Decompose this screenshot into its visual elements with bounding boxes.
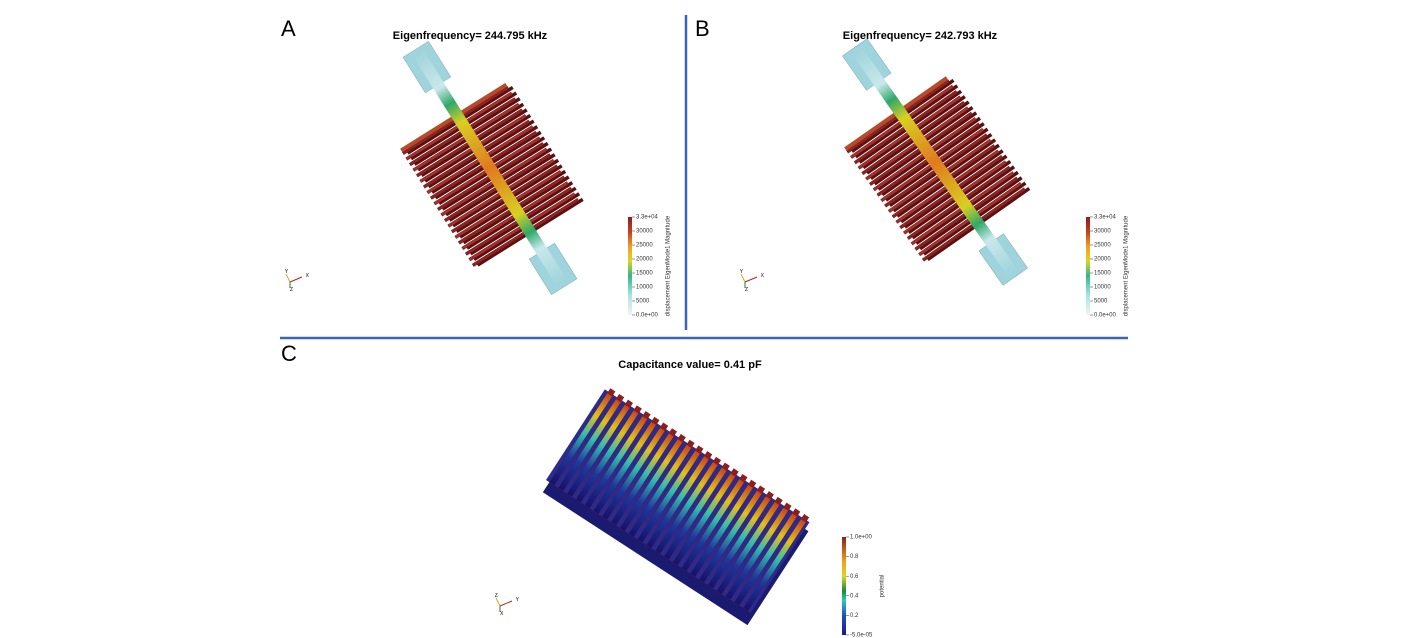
colorbar-title: displacement EigenMode1 Magnitude [666, 215, 672, 316]
colorbar-tick-label: 1.0e+00 [850, 535, 873, 541]
panel: A Eigenfrequency= 244.795 kHz 3.3e+04 30000… [281, 16, 672, 322]
colorbar-tick-label: 0.8 [850, 554, 859, 560]
axis-arrow [290, 277, 302, 282]
colorbar-tick-label: 20000 [636, 257, 653, 263]
colorbar-tick-label: -5.0e-05 [850, 633, 873, 638]
axis-label: Y [285, 269, 289, 275]
render [801, 12, 1066, 315]
axis-label: Z [290, 287, 293, 293]
axis-label: Z [745, 287, 748, 293]
colorbar-tick-label: 10000 [636, 285, 653, 291]
colorbar-tick-label: 3.3e+04 [1094, 215, 1117, 221]
render [360, 16, 617, 321]
colorbar-title: potential [880, 575, 886, 598]
colorbar-tick-label: 0.4 [850, 593, 859, 599]
render [539, 386, 815, 625]
panel-label: B [695, 16, 710, 41]
axis-label: X [761, 273, 765, 279]
axis-arrow [496, 598, 500, 606]
axis-label: Y [740, 269, 744, 275]
colorbar-tick-label: 30000 [636, 229, 653, 235]
colorbar-title: displacement EigenMode1 Magnitude [1124, 215, 1130, 316]
colorbar-tick-label: 0.0e+00 [636, 313, 659, 319]
colorbar-tick-label: 5000 [636, 299, 650, 305]
axis-label: X [306, 273, 310, 279]
colorbar-tick-label: 0.0e+00 [1094, 313, 1117, 319]
colorbar-tick-label: 25000 [1094, 243, 1111, 249]
axis-label: Y [516, 597, 520, 603]
colorbar-tick-label: 30000 [1094, 229, 1111, 235]
colorbar-tick-label: 15000 [636, 271, 653, 277]
axis-label: Z [495, 593, 498, 599]
panel-title: Capacitance value= 0.41 pF [618, 359, 762, 371]
colorbar [842, 537, 846, 635]
axis-arrow [286, 274, 290, 282]
axis-label: X [500, 611, 504, 617]
panel-label: C [281, 341, 297, 366]
axis-arrow [741, 274, 745, 282]
colorbar-tick-label: 20000 [1094, 257, 1111, 263]
colorbar-tick-label: 25000 [636, 243, 653, 249]
colorbar-tick-label: 0.2 [850, 613, 859, 619]
colorbar-tick-label: 15000 [1094, 271, 1111, 277]
panel-label: A [281, 16, 296, 41]
colorbar [628, 217, 632, 315]
axis-arrow [500, 601, 512, 606]
colorbar-tick-label: 0.6 [850, 574, 859, 580]
colorbar-tick-label: 3.3e+04 [636, 215, 659, 221]
content: A Eigenfrequency= 244.795 kHz 3.3e+04 30000… [281, 12, 1130, 638]
panel-title: Eigenfrequency= 244.795 kHz [393, 30, 548, 42]
figure: A Eigenfrequency= 244.795 kHz 3.3e+04 30000… [0, 0, 1410, 638]
panel: C Capacitance value= 0.41 pF 1.0e+00 0.8 0.6… [281, 341, 886, 638]
axis-arrow [745, 277, 757, 282]
colorbar-tick-label: 5000 [1094, 299, 1108, 305]
colorbar-tick-label: 10000 [1094, 285, 1111, 291]
colorbar [1086, 217, 1090, 315]
